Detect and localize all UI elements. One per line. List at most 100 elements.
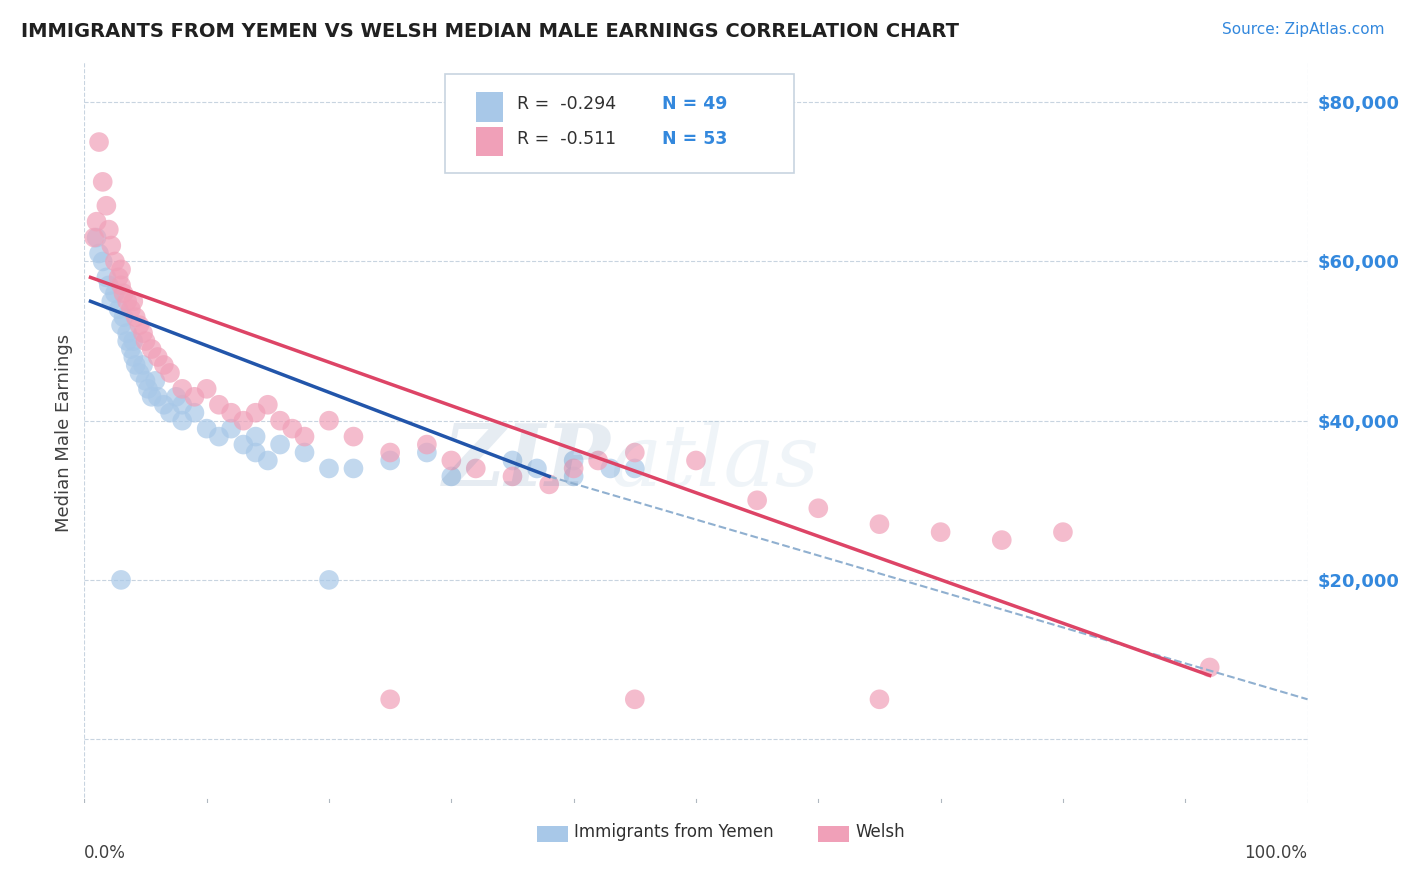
Point — [183, 406, 205, 420]
Point — [318, 573, 340, 587]
Text: Immigrants from Yemen: Immigrants from Yemen — [574, 823, 773, 841]
Point — [869, 692, 891, 706]
Point — [159, 366, 181, 380]
Point — [146, 350, 169, 364]
Point — [232, 437, 254, 451]
Point — [107, 302, 129, 317]
Text: R =  -0.511: R = -0.511 — [517, 129, 616, 148]
Point — [624, 461, 647, 475]
Point — [110, 573, 132, 587]
Point — [208, 429, 231, 443]
Point — [807, 501, 830, 516]
Bar — [475, 92, 503, 121]
Point — [97, 222, 120, 236]
Point — [747, 493, 769, 508]
Point — [146, 390, 169, 404]
Point — [257, 453, 280, 467]
Bar — [818, 826, 849, 842]
Point — [132, 326, 155, 340]
Point — [91, 254, 114, 268]
Point — [128, 318, 150, 333]
Point — [685, 453, 707, 467]
Point — [195, 382, 218, 396]
Point — [440, 453, 463, 467]
Point — [115, 326, 138, 340]
Point — [136, 382, 159, 396]
Point — [464, 461, 486, 475]
Point — [380, 445, 402, 459]
Point — [172, 382, 194, 396]
Point — [624, 692, 647, 706]
Point — [502, 453, 524, 467]
Point — [624, 445, 647, 459]
Point — [87, 135, 110, 149]
Point — [153, 358, 176, 372]
Text: R =  -0.294: R = -0.294 — [517, 95, 616, 113]
Point — [153, 398, 176, 412]
Point — [165, 390, 187, 404]
Point — [100, 294, 122, 309]
Point — [538, 477, 561, 491]
Point — [172, 414, 194, 428]
Point — [294, 429, 316, 443]
Point — [115, 294, 138, 309]
Point — [159, 406, 181, 420]
Point — [112, 310, 135, 325]
Point — [1052, 525, 1074, 540]
Point — [172, 398, 194, 412]
Point — [245, 406, 267, 420]
Point — [562, 453, 585, 467]
Point — [141, 342, 163, 356]
Point — [1198, 660, 1220, 674]
Point — [208, 398, 231, 412]
Point — [269, 414, 291, 428]
Point — [195, 422, 218, 436]
Point — [416, 445, 439, 459]
Point — [245, 429, 267, 443]
Point — [318, 414, 340, 428]
Point — [232, 414, 254, 428]
Point — [219, 406, 242, 420]
Text: 0.0%: 0.0% — [84, 844, 127, 862]
Point — [219, 422, 242, 436]
FancyBboxPatch shape — [446, 73, 794, 173]
Point — [83, 230, 105, 244]
Point — [104, 254, 127, 268]
Point — [86, 230, 108, 244]
Point — [257, 398, 280, 412]
Point — [294, 445, 316, 459]
Point — [141, 390, 163, 404]
Point — [342, 461, 364, 475]
Point — [110, 278, 132, 293]
Point — [135, 334, 157, 348]
Text: N = 49: N = 49 — [662, 95, 727, 113]
Point — [281, 422, 304, 436]
Point — [869, 517, 891, 532]
Point — [380, 453, 402, 467]
Point — [586, 453, 609, 467]
Text: Welsh: Welsh — [855, 823, 904, 841]
Point — [112, 286, 135, 301]
Point — [599, 461, 621, 475]
Point — [125, 310, 148, 325]
Point — [104, 286, 127, 301]
Point — [502, 469, 524, 483]
Text: 100.0%: 100.0% — [1244, 844, 1308, 862]
Point — [91, 175, 114, 189]
Point — [100, 238, 122, 252]
Point — [97, 278, 120, 293]
Point — [87, 246, 110, 260]
Point — [929, 525, 952, 540]
Point — [122, 294, 145, 309]
Point — [440, 469, 463, 483]
Point — [380, 692, 402, 706]
Text: N = 53: N = 53 — [662, 129, 727, 148]
Point — [269, 437, 291, 451]
Point — [110, 318, 132, 333]
Bar — [537, 826, 568, 842]
Text: Source: ZipAtlas.com: Source: ZipAtlas.com — [1222, 22, 1385, 37]
Point — [132, 358, 155, 372]
Point — [562, 469, 585, 483]
Point — [135, 374, 157, 388]
Point — [342, 429, 364, 443]
